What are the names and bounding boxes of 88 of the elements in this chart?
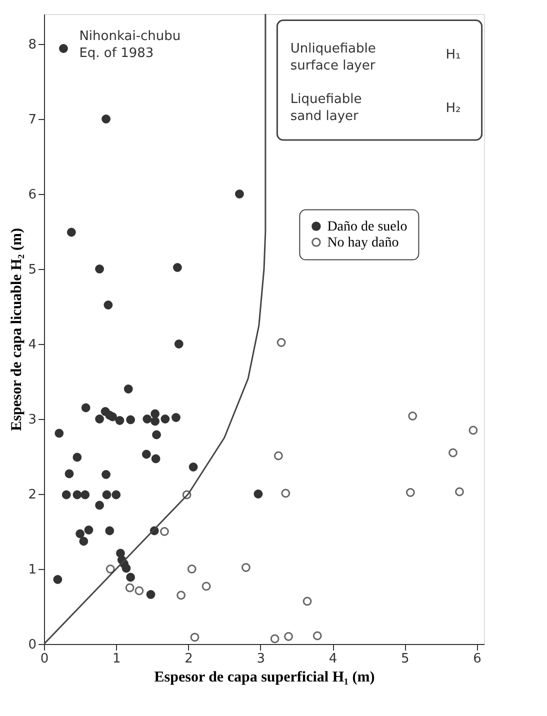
y-tick-label: 7 [28, 112, 36, 128]
y-axis-title: Espesor de capa licuable H₂ (m) [9, 228, 26, 431]
point [302, 596, 312, 606]
point [134, 586, 144, 596]
point [152, 430, 161, 440]
annotation: H₂ [446, 101, 461, 116]
legend-label: No hay daño [327, 235, 399, 250]
point [72, 490, 82, 500]
point [150, 409, 160, 418]
point [59, 44, 68, 53]
point [84, 526, 94, 534]
point [172, 413, 180, 422]
point [235, 190, 244, 198]
point [81, 403, 90, 412]
point [176, 590, 186, 600]
point [172, 263, 182, 272]
x-tick-label: 5 [401, 652, 410, 666]
point [202, 582, 211, 591]
x-tick-label: 1 [112, 652, 121, 666]
y-tick-label: 1 [28, 562, 36, 578]
point [54, 428, 64, 438]
point [448, 448, 458, 458]
point [160, 414, 170, 424]
annotation: Liquefiable sand layer [290, 92, 362, 124]
y-tick-label: 0 [28, 638, 36, 652]
point [408, 412, 418, 420]
x-tick-label: 2 [184, 652, 193, 666]
point [108, 412, 117, 422]
point [122, 564, 131, 573]
point [126, 572, 136, 582]
x-tick-label: 6 [473, 652, 482, 666]
point [126, 415, 136, 424]
point [62, 490, 71, 500]
point [242, 563, 250, 572]
point [112, 490, 121, 500]
point [95, 414, 104, 424]
point [124, 384, 133, 394]
point [95, 264, 104, 274]
point [468, 426, 478, 435]
point [142, 450, 151, 459]
point [76, 529, 85, 538]
point [142, 414, 152, 424]
x-axis-title: Espesor de capa superficial H₁ (m) [154, 670, 375, 686]
point [276, 338, 286, 347]
point [104, 300, 113, 310]
point [105, 526, 114, 536]
point [95, 500, 104, 510]
annotation: Nihonkai-chubu Eq. of 1983 [79, 28, 181, 61]
legend-label: Daño de suelo [327, 219, 408, 234]
point [187, 564, 196, 574]
y-tick-label: 5 [28, 262, 36, 278]
point [274, 451, 283, 460]
point [79, 536, 88, 546]
point [80, 490, 90, 500]
x-tick-label: 0 [40, 652, 49, 666]
point [115, 416, 124, 425]
point [174, 340, 184, 348]
y-tick-label: 8 [28, 38, 36, 52]
x-tick-label: 3 [256, 652, 266, 666]
point [146, 590, 156, 599]
y-tick-label: 6 [28, 188, 36, 202]
point [102, 470, 110, 479]
point [188, 462, 198, 472]
point [284, 632, 293, 641]
point [106, 564, 115, 574]
point [190, 632, 200, 642]
y-tick-label: 3 [28, 412, 36, 428]
point [72, 452, 82, 462]
y-tick-label: 2 [28, 488, 36, 502]
point [160, 527, 169, 536]
point [270, 634, 280, 644]
y-tick-label: 4 [28, 338, 36, 352]
point [125, 583, 134, 592]
point [312, 631, 322, 640]
annotation: Unliquefiable surface layer [290, 41, 376, 74]
point [406, 488, 415, 497]
point [66, 228, 76, 237]
point [254, 490, 263, 498]
point [64, 469, 74, 478]
point [455, 487, 464, 496]
point [102, 490, 112, 500]
point [281, 488, 290, 498]
point [151, 454, 160, 464]
point [150, 416, 160, 426]
x-tick-label: 4 [328, 652, 338, 666]
point [53, 575, 62, 584]
point [102, 114, 110, 124]
annotation: H₁ [446, 48, 461, 63]
